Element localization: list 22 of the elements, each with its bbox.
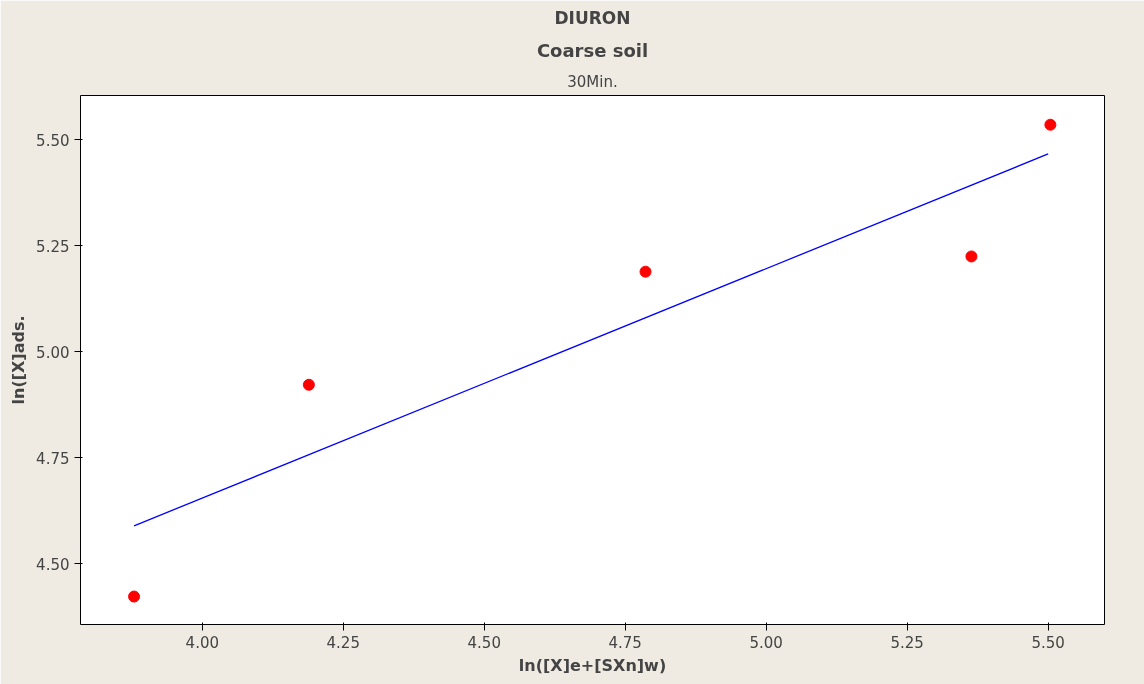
- point: [302, 378, 315, 391]
- x-tick-label: 4.00: [185, 633, 219, 652]
- point: [965, 250, 978, 263]
- y-tick-label: 4.75: [36, 449, 70, 468]
- x-tick-label: 4.50: [467, 633, 501, 652]
- text: 30Min.: [567, 72, 618, 91]
- point: [639, 265, 652, 278]
- y-tick-label: 4.50: [36, 555, 70, 574]
- x-axis-title: ln([X]e+[SXn]w): [518, 655, 667, 675]
- y-tick-label: 5.25: [36, 237, 70, 256]
- y-tick-label: 5.00: [36, 343, 70, 362]
- x-tick-label: 5.00: [749, 633, 783, 652]
- point: [128, 590, 141, 603]
- y-tick-label: 5.50: [36, 131, 70, 150]
- chart-subtitle: Coarse soil: [536, 39, 649, 61]
- x-tick-label: 4.75: [608, 633, 642, 652]
- point: [1044, 118, 1057, 131]
- x-tick-label: 5.50: [1031, 633, 1065, 652]
- chart-title: DIURON: [554, 7, 631, 28]
- y-axis-title: ln([X]ads.: [9, 315, 29, 405]
- x-tick-label: 4.25: [326, 633, 360, 652]
- x-tick-label: 5.25: [890, 633, 924, 652]
